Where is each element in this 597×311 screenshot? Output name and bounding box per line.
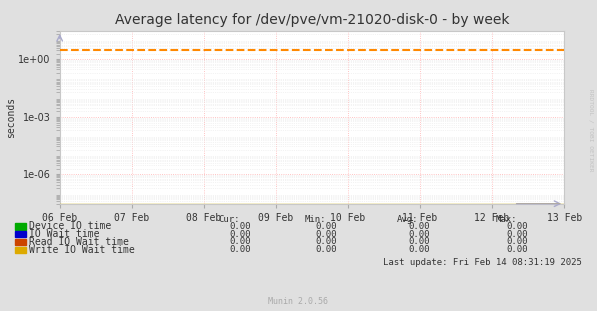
Text: Cur:: Cur: xyxy=(218,215,239,224)
Text: Max:: Max: xyxy=(496,215,517,224)
Text: IO Wait time: IO Wait time xyxy=(29,229,99,239)
Text: 0.00: 0.00 xyxy=(229,245,251,254)
Text: 0.00: 0.00 xyxy=(408,245,430,254)
Text: 0.00: 0.00 xyxy=(229,230,251,239)
Y-axis label: seconds: seconds xyxy=(5,97,16,138)
Text: RRDTOOL / TOBI OETIKER: RRDTOOL / TOBI OETIKER xyxy=(589,89,593,172)
Text: 0.00: 0.00 xyxy=(229,222,251,231)
Text: 0.00: 0.00 xyxy=(408,222,430,231)
Text: 0.00: 0.00 xyxy=(316,245,337,254)
Text: 0.00: 0.00 xyxy=(507,238,528,246)
Title: Average latency for /dev/pve/vm-21020-disk-0 - by week: Average latency for /dev/pve/vm-21020-di… xyxy=(115,13,509,27)
Text: Min:: Min: xyxy=(304,215,326,224)
Text: 0.00: 0.00 xyxy=(316,238,337,246)
Text: 0.00: 0.00 xyxy=(507,245,528,254)
Text: Munin 2.0.56: Munin 2.0.56 xyxy=(269,297,328,306)
Text: 0.00: 0.00 xyxy=(229,238,251,246)
Text: 0.00: 0.00 xyxy=(507,230,528,239)
Text: 0.00: 0.00 xyxy=(507,222,528,231)
Text: 0.00: 0.00 xyxy=(316,230,337,239)
Text: 0.00: 0.00 xyxy=(316,222,337,231)
Text: 0.00: 0.00 xyxy=(408,230,430,239)
Text: 0.00: 0.00 xyxy=(408,238,430,246)
Text: Write IO Wait time: Write IO Wait time xyxy=(29,245,134,255)
Text: Device IO time: Device IO time xyxy=(29,221,111,231)
Text: Last update: Fri Feb 14 08:31:19 2025: Last update: Fri Feb 14 08:31:19 2025 xyxy=(383,258,582,267)
Text: Read IO Wait time: Read IO Wait time xyxy=(29,237,128,247)
Text: Avg:: Avg: xyxy=(397,215,418,224)
